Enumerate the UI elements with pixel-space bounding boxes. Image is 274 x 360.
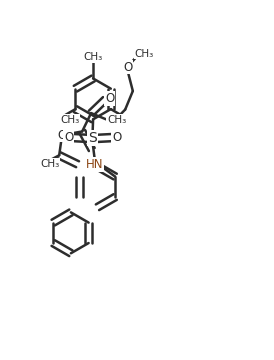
Text: HN: HN [86, 158, 104, 171]
Text: CH₃: CH₃ [135, 49, 154, 59]
Text: CH₃: CH₃ [84, 52, 103, 62]
Text: O: O [107, 114, 116, 127]
Text: O: O [58, 129, 67, 141]
Text: O: O [64, 131, 73, 144]
Text: CH₃: CH₃ [60, 115, 79, 125]
Text: S: S [88, 131, 97, 145]
Text: O: O [123, 60, 133, 73]
Text: O: O [105, 92, 114, 105]
Text: CH₃: CH₃ [107, 115, 126, 125]
Text: O: O [112, 131, 121, 144]
Text: CH₃: CH₃ [40, 159, 59, 169]
